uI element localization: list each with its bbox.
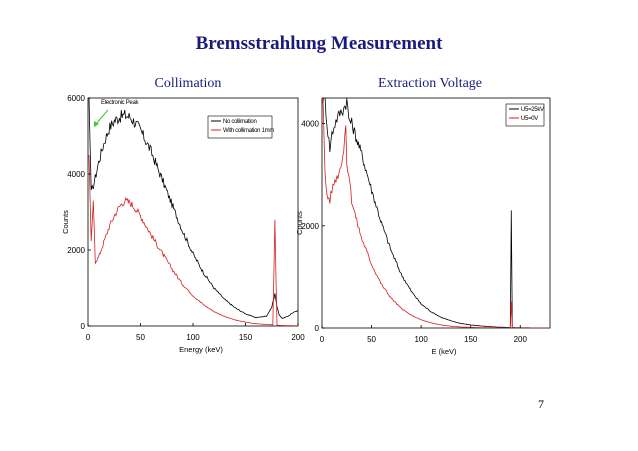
x-axis-label: Energy (keV) [179,345,223,354]
y-tick-label: 4000 [301,120,319,129]
series-line-black [322,98,550,328]
x-tick-label: 100 [414,335,428,344]
slide-title: Bremsstrahlung Measurement [195,33,443,54]
legend-label: U5=25kV [521,107,544,113]
y-tick-label: 2000 [301,222,319,231]
chart-title-extraction-voltage: Extraction Voltage [377,76,483,91]
x-tick-label: 150 [239,333,253,342]
page-number: 7 [538,397,544,411]
y-tick-label: 6000 [67,94,85,103]
x-tick-label: 50 [367,335,376,344]
x-tick-label: 50 [136,333,145,342]
y-tick-label: 4000 [67,170,85,179]
series-line-red [322,98,550,328]
annotation-arrow [94,109,109,126]
legend-label: No collimation [223,119,256,125]
plot-frame [321,97,551,329]
series-line-red [88,154,298,326]
legend-label: U5=0V [521,116,538,122]
y-tick-label: 2000 [67,246,85,255]
y-tick-label: 0 [81,322,86,331]
x-tick-label: 0 [320,335,325,344]
annotation-arrowhead [94,121,99,127]
series-line-black [88,98,298,320]
x-tick-label: 150 [464,335,478,344]
x-tick-label: 100 [186,333,200,342]
legend-label: With collimation 1mm [223,128,274,134]
y-axis-label: Counts [295,211,304,235]
y-tick-label: 0 [315,324,320,333]
legend-box [207,115,273,139]
x-tick-label: 0 [86,333,91,342]
annotation-label: Electronic Peak [101,100,139,106]
x-axis-label: E (keV) [431,347,457,356]
chart-title-collimation: Collimation [154,76,222,91]
x-tick-label: 200 [514,335,528,344]
x-tick-label: 200 [291,333,305,342]
y-axis-label: Counts [61,210,70,234]
